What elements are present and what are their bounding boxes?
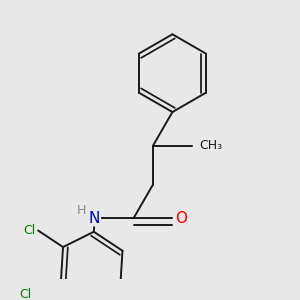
Text: Cl: Cl	[23, 224, 35, 237]
Text: N: N	[89, 211, 100, 226]
Text: O: O	[175, 211, 187, 226]
Text: CH₃: CH₃	[199, 139, 223, 152]
Text: H: H	[76, 204, 86, 217]
Text: Cl: Cl	[19, 288, 31, 300]
